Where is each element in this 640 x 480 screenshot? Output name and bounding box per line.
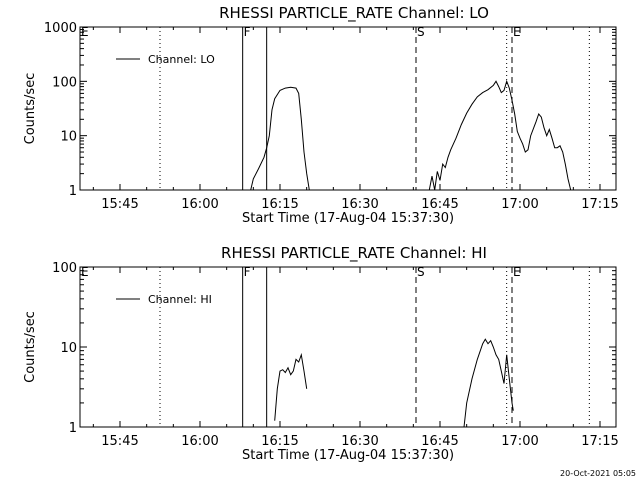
- hi-y-tick-label: 100: [52, 261, 77, 276]
- hi-marker-label: F: [244, 265, 251, 279]
- lo-series-line: [250, 86, 310, 191]
- lo-marker-label: E: [81, 25, 89, 39]
- hi-y-axis-label: Counts/sec: [23, 311, 38, 383]
- hi-x-tick-label: 16:30: [341, 434, 378, 449]
- hi-marker-label: E: [513, 265, 521, 279]
- lo-x-axis-label: Start Time (17-Aug-04 15:37:30): [242, 211, 454, 226]
- hi-x-tick-label: 16:15: [261, 434, 298, 449]
- hi-legend-label: Channel: HI: [148, 293, 212, 306]
- lo-x-tick-label: 15:45: [101, 197, 138, 212]
- hi-marker-label: E: [81, 265, 89, 279]
- lo-x-tick-label: 17:00: [501, 197, 538, 212]
- lo-legend-label: Channel: LO: [148, 53, 215, 66]
- lo-plot-frame: [79, 26, 617, 191]
- lo-marker-label: F: [244, 25, 251, 39]
- hi-x-tick-label: 15:45: [101, 434, 138, 449]
- hi-y-tick-label: 1: [69, 421, 77, 436]
- hi-x-tick-label: 17:15: [581, 434, 618, 449]
- lo-marker-label: S: [417, 25, 425, 39]
- lo-x-tick-label: 16:45: [421, 197, 458, 212]
- lo-y-tick-label: 1000: [44, 21, 77, 36]
- lo-marker-label: E: [513, 25, 521, 39]
- lo-x-tick-label: 16:15: [261, 197, 298, 212]
- lo-y-tick-label: 10: [60, 130, 77, 145]
- lo-y-tick-label: 1: [69, 184, 77, 199]
- lo-series-line: [428, 79, 572, 191]
- lo-y-axis-label: Counts/sec: [23, 73, 38, 145]
- lo-x-tick-label: 16:30: [341, 197, 378, 212]
- hi-series-line: [274, 352, 308, 421]
- lo-y-tick-label: 100: [52, 75, 77, 90]
- hi-marker-label: S: [417, 265, 425, 279]
- timestamp-footer: 20-Oct-2021 05:05: [560, 469, 636, 478]
- lo-x-tick-label: 17:15: [581, 197, 618, 212]
- hi-x-axis-label: Start Time (17-Aug-04 15:37:30): [242, 448, 454, 463]
- hi-chart-title: RHESSI PARTICLE_RATE Channel: HI: [221, 244, 487, 263]
- hi-x-tick-label: 16:45: [421, 434, 458, 449]
- hi-series-line: [463, 338, 514, 428]
- hi-y-tick-label: 10: [60, 341, 77, 356]
- lo-chart-title: RHESSI PARTICLE_RATE Channel: LO: [219, 4, 489, 23]
- lo-x-tick-label: 16:00: [181, 197, 218, 212]
- hi-x-tick-label: 17:00: [501, 434, 538, 449]
- hi-x-tick-label: 16:00: [181, 434, 218, 449]
